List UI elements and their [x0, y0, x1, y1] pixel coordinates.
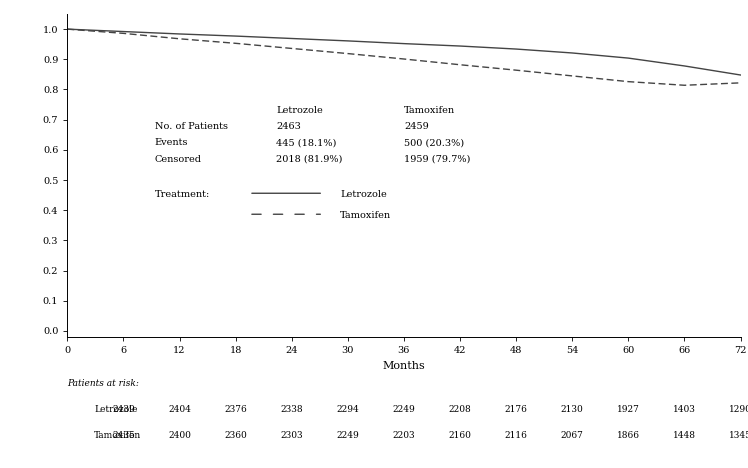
Text: 2160: 2160	[449, 431, 471, 439]
Text: 2249: 2249	[393, 405, 415, 414]
Text: Censored: Censored	[155, 154, 202, 163]
Text: 2439: 2439	[112, 405, 135, 414]
Text: 1448: 1448	[673, 431, 696, 439]
Text: 2360: 2360	[224, 431, 247, 439]
Text: 2208: 2208	[449, 405, 471, 414]
Text: Tamoxifen: Tamoxifen	[340, 211, 391, 220]
Text: Patients at risk:: Patients at risk:	[67, 379, 139, 388]
Text: 1959 (79.7%): 1959 (79.7%)	[404, 154, 470, 163]
Text: 2018 (81.9%): 2018 (81.9%)	[276, 154, 343, 163]
Text: 2303: 2303	[280, 431, 303, 439]
Text: Letrozole: Letrozole	[94, 405, 138, 414]
Text: Letrozole: Letrozole	[340, 190, 387, 199]
Text: 2459: 2459	[404, 122, 429, 131]
Text: 2203: 2203	[393, 431, 415, 439]
Text: 2294: 2294	[337, 405, 359, 414]
X-axis label: Months: Months	[382, 360, 426, 371]
Text: 2376: 2376	[224, 405, 247, 414]
Text: 500 (20.3%): 500 (20.3%)	[404, 139, 464, 147]
Text: 2067: 2067	[561, 431, 583, 439]
Text: Tamoxifen: Tamoxifen	[94, 431, 141, 439]
Text: Letrozole: Letrozole	[276, 106, 323, 115]
Text: 2463: 2463	[276, 122, 301, 131]
Text: 2435: 2435	[112, 431, 135, 439]
Text: 445 (18.1%): 445 (18.1%)	[276, 139, 337, 147]
Text: Tamoxifen: Tamoxifen	[404, 106, 455, 115]
Text: 2404: 2404	[168, 405, 191, 414]
Text: 2338: 2338	[280, 405, 303, 414]
Text: Treatment:: Treatment:	[155, 190, 210, 199]
Text: Events: Events	[155, 139, 188, 147]
Text: 1403: 1403	[673, 405, 696, 414]
Text: 2400: 2400	[168, 431, 191, 439]
Text: 1927: 1927	[617, 405, 640, 414]
Text: 2116: 2116	[505, 431, 527, 439]
Text: 1866: 1866	[617, 431, 640, 439]
Text: 2176: 2176	[505, 405, 527, 414]
Text: 2130: 2130	[561, 405, 583, 414]
Text: 1290: 1290	[729, 405, 748, 414]
Text: 2249: 2249	[337, 431, 359, 439]
Text: 1345: 1345	[729, 431, 748, 439]
Text: No. of Patients: No. of Patients	[155, 122, 228, 131]
